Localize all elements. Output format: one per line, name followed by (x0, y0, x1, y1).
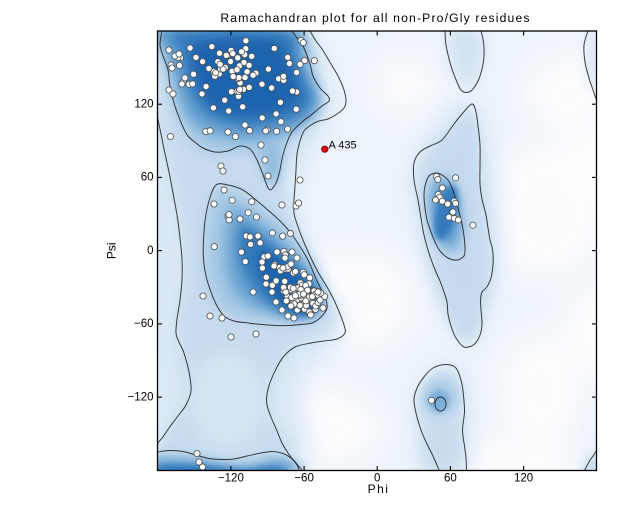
svg-text:0: 0 (374, 473, 380, 485)
svg-text:0: 0 (147, 245, 153, 257)
svg-text:−60: −60 (134, 318, 154, 330)
svg-text:120: 120 (514, 473, 533, 485)
svg-text:60: 60 (141, 172, 154, 184)
svg-text:120: 120 (134, 99, 153, 111)
svg-text:60: 60 (444, 473, 457, 485)
svg-text:−120: −120 (128, 391, 154, 403)
svg-text:−60: −60 (294, 473, 314, 485)
svg-text:−120: −120 (218, 473, 244, 485)
svg-text:Ramachandran plot for all non-: Ramachandran plot for all non-Pro/Gly re… (220, 11, 530, 25)
svg-text:Phi: Phi (368, 482, 390, 496)
svg-text:Psi: Psi (105, 242, 119, 259)
svg-text:A 435: A 435 (329, 140, 357, 152)
